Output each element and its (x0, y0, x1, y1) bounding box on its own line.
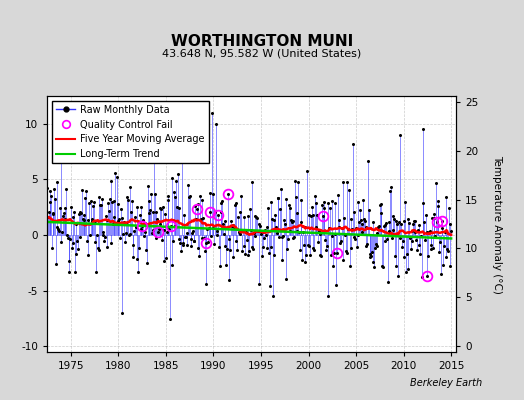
Text: Berkeley Earth: Berkeley Earth (410, 378, 482, 388)
Text: 43.648 N, 95.582 W (United States): 43.648 N, 95.582 W (United States) (162, 49, 362, 59)
Y-axis label: Temperature Anomaly (°C): Temperature Anomaly (°C) (492, 154, 502, 294)
Text: WORTHINGTON MUNI: WORTHINGTON MUNI (171, 34, 353, 50)
Legend: Raw Monthly Data, Quality Control Fail, Five Year Moving Average, Long-Term Tren: Raw Monthly Data, Quality Control Fail, … (52, 101, 209, 163)
